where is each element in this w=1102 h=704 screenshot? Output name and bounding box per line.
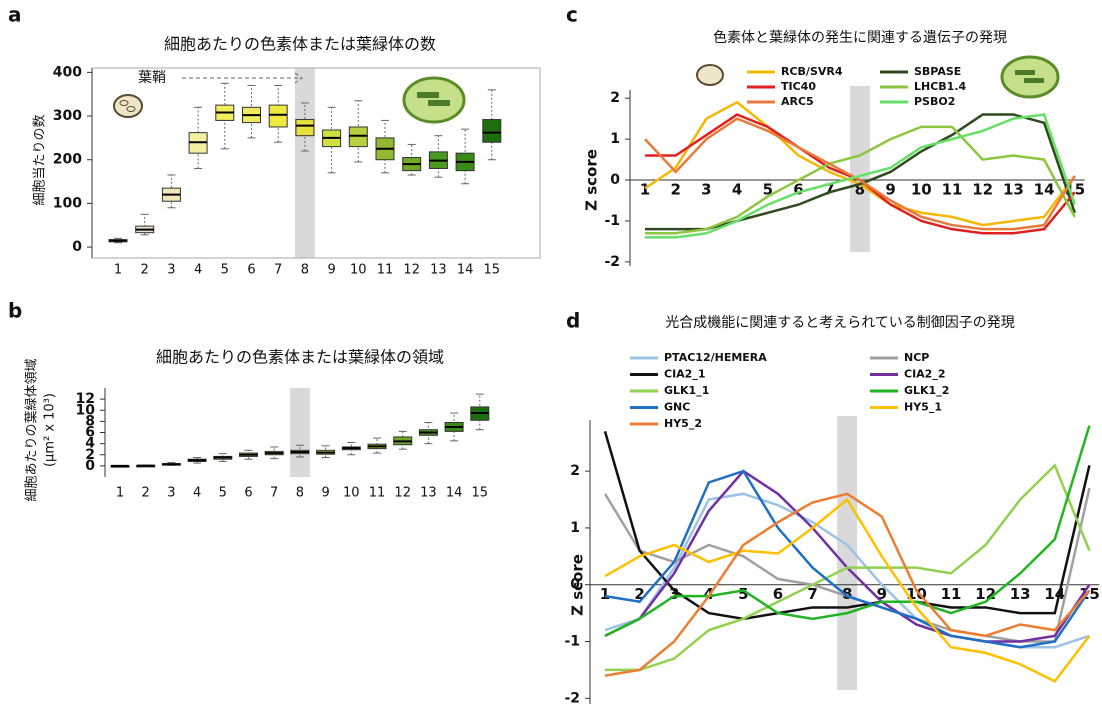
legend-label: CIA2_2 — [904, 368, 946, 381]
x-tick-label: 5 — [219, 486, 227, 501]
y-tick-label: 0 — [610, 172, 620, 188]
x-tick-label: 14 — [1044, 585, 1065, 603]
x-tick-label: 10 — [343, 486, 360, 501]
legend-label: PTAC12/HEMERA — [664, 351, 767, 364]
legend-label: ARC5 — [781, 95, 814, 108]
x-tick-label: 7 — [807, 585, 817, 603]
box — [269, 105, 287, 127]
y-tick-label: 2 — [570, 463, 580, 479]
x-tick-label: 4 — [193, 486, 201, 501]
panel-letter: a — [8, 3, 22, 27]
x-tick-label: 1 — [114, 263, 122, 278]
x-tick-label: 2 — [142, 486, 150, 501]
x-tick-label: 13 — [1003, 181, 1024, 199]
x-tick-label: 12 — [394, 486, 411, 501]
x-tick-label: 10 — [350, 263, 367, 278]
x-tick-label: 3 — [167, 486, 175, 501]
y-tick-label: 1 — [570, 520, 580, 536]
legend-label: PSBO2 — [914, 95, 955, 108]
legend-label: SBPASE — [914, 65, 961, 78]
annotation-arrow — [182, 73, 302, 83]
x-tick-label: 11 — [942, 181, 963, 199]
box — [349, 127, 367, 147]
y-axis-label: Z score — [583, 149, 601, 211]
y-tick-label: 12 — [76, 391, 95, 407]
chart-title: 光合成機能に関連すると考えられている制御因子の発現 — [665, 315, 1015, 331]
legend-label: GNC — [664, 401, 690, 414]
x-tick-label: 2 — [670, 181, 680, 199]
y-tick-label: 1 — [610, 131, 620, 147]
highlight-band — [850, 86, 870, 252]
x-tick-label: 1 — [640, 181, 650, 199]
y-tick-label: 2 — [610, 90, 620, 106]
x-tick-label: 9 — [327, 263, 335, 278]
y-axis-label: 細胞当たりの数 — [33, 114, 48, 205]
y-tick-label: 0 — [570, 577, 580, 593]
y-tick-label: -2 — [564, 690, 580, 704]
legend-label: HY5_2 — [664, 417, 702, 430]
x-tick-label: 11 — [941, 585, 962, 603]
legend-label: GLK1_2 — [904, 384, 949, 397]
legend-label: GLK1_1 — [664, 384, 709, 397]
x-tick-label: 2 — [141, 263, 149, 278]
x-tick-label: 10 — [911, 181, 932, 199]
x-tick-label: 14 — [446, 486, 463, 501]
x-tick-label: 3 — [167, 263, 175, 278]
y-tick-label: -2 — [604, 254, 620, 270]
x-tick-label: 11 — [369, 486, 386, 501]
x-tick-label: 15 — [472, 486, 489, 501]
panel-letter: b — [8, 299, 22, 323]
legend-label: CIA2_1 — [664, 368, 706, 381]
y-tick-label: 400 — [53, 64, 82, 80]
y-tick-label: -1 — [604, 213, 620, 229]
y-axis-unit: (μm² x 10³) — [43, 393, 58, 467]
panel-letter: c — [566, 3, 578, 27]
x-tick-label: 8 — [296, 486, 304, 501]
x-tick-label: 6 — [244, 486, 252, 501]
highlight-band — [290, 388, 310, 477]
x-tick-label: 5 — [221, 263, 229, 278]
x-tick-label: 12 — [403, 263, 420, 278]
x-tick-label: 1 — [116, 486, 124, 501]
chart-title: 色素体と葉緑体の発生に関連する遺伝子の発現 — [713, 29, 1007, 46]
chart-title: 細胞あたりの色素体または葉緑体の数 — [164, 35, 436, 54]
x-tick-label: 4 — [732, 181, 742, 199]
legend-label: LHCB1.4 — [914, 80, 967, 93]
y-tick-label: 100 — [53, 195, 82, 211]
x-tick-label: 7 — [274, 263, 282, 278]
x-tick-label: 7 — [270, 486, 278, 501]
x-tick-label: 13 — [430, 263, 447, 278]
x-tick-label: 3 — [701, 181, 711, 199]
x-tick-label: 1 — [600, 585, 610, 603]
x-tick-label: 9 — [321, 486, 329, 501]
panel-letter: d — [566, 309, 580, 333]
figure: a細胞あたりの色素体または葉緑体の数細胞当たりの数010020030040012… — [0, 0, 1102, 704]
y-tick-label: -1 — [564, 634, 580, 650]
chart-title: 細胞あたりの色素体または葉緑体の領域 — [156, 348, 444, 367]
x-tick-label: 4 — [194, 263, 202, 278]
x-tick-label: 8 — [301, 263, 309, 278]
x-tick-label: 15 — [484, 263, 501, 278]
box — [483, 120, 501, 143]
legend-label: NCP — [904, 351, 929, 364]
y-tick-label: 200 — [53, 152, 82, 168]
x-tick-label: 9 — [885, 181, 895, 199]
box — [296, 120, 314, 136]
x-tick-label: 12 — [972, 181, 993, 199]
legend-label: RCB/SVR4 — [781, 65, 843, 78]
x-tick-label: 14 — [1034, 181, 1055, 199]
y-tick-label: 0 — [72, 239, 82, 255]
highlight-band — [295, 68, 315, 258]
x-tick-label: 6 — [247, 263, 255, 278]
x-tick-label: 13 — [1010, 585, 1031, 603]
y-tick-label: 300 — [53, 108, 82, 124]
legend-label: HY5_1 — [904, 401, 942, 414]
annotation: 葉鞘 — [138, 70, 166, 86]
y-axis-label: 細胞あたりの葉緑体領域 — [24, 358, 40, 501]
legend-label: TIC40 — [781, 80, 816, 93]
x-tick-label: 14 — [457, 263, 474, 278]
x-tick-label: 13 — [420, 486, 437, 501]
x-tick-label: 11 — [377, 263, 394, 278]
